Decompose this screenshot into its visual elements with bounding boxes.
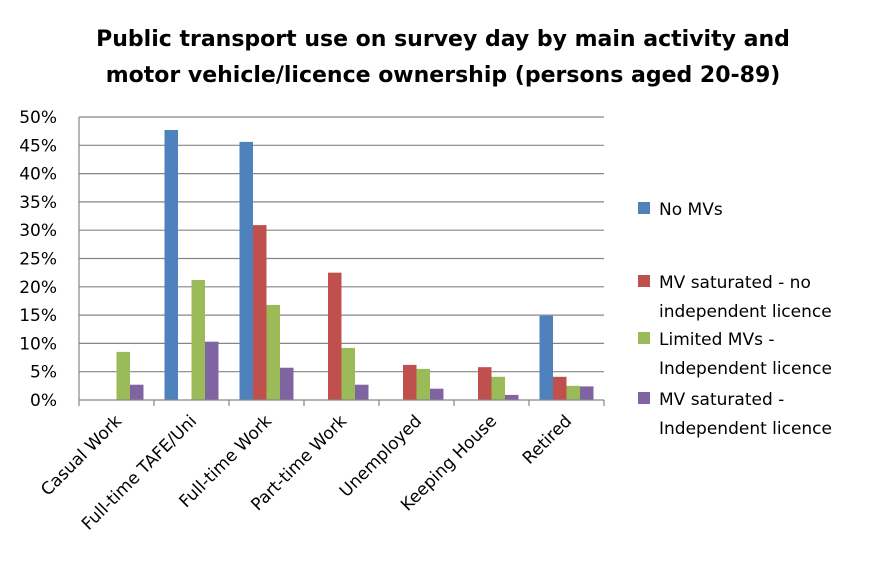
legend-swatch: [638, 332, 650, 344]
legend-label: independent licence: [659, 302, 832, 322]
bar: [580, 386, 594, 400]
legend-label: MV saturated -: [659, 390, 784, 410]
legend-label: Independent licence: [659, 359, 832, 379]
bar: [505, 394, 519, 400]
bar: [355, 384, 369, 400]
legend-item: MV saturated - no independent licence: [638, 273, 832, 322]
bar: [491, 376, 505, 400]
chart-title-line-2: motor vehicle/licence ownership (persons…: [106, 63, 781, 88]
chart-title: Public transport use on survey day by ma…: [96, 27, 790, 88]
chart-title-line-1: Public transport use on survey day by ma…: [96, 27, 790, 52]
bars: [116, 130, 594, 401]
bar: [266, 304, 280, 400]
y-tick-label: 25%: [19, 250, 57, 270]
bar: [566, 385, 580, 400]
bar: [280, 367, 294, 400]
legend-item: No MVs: [638, 200, 723, 220]
legend-item: Limited MVs - Independent licence: [638, 330, 832, 379]
legend-label: Independent licence: [659, 419, 832, 439]
legend-swatch: [638, 202, 650, 214]
bar: [416, 368, 430, 400]
y-tick-label: 35%: [19, 193, 57, 213]
bar: [430, 388, 444, 400]
legend-swatch: [638, 392, 650, 404]
bar: [205, 341, 219, 400]
bar: [191, 280, 205, 400]
bar: [253, 225, 267, 400]
y-tick-label: 5%: [30, 363, 57, 383]
y-tick-label: 40%: [19, 165, 57, 185]
legend-item: MV saturated - Independent licence: [638, 390, 832, 439]
x-tick-label: Retired: [519, 411, 576, 468]
bar: [539, 315, 553, 400]
legend-swatch: [638, 275, 650, 287]
legend-label: Limited MVs -: [659, 330, 775, 350]
bar: [478, 367, 492, 400]
y-tick-label: 15%: [19, 306, 57, 326]
y-tick-label: 10%: [19, 334, 57, 354]
bar: [164, 130, 178, 400]
y-tick-label: 0%: [30, 391, 57, 411]
legend: No MVs MV saturated - no independent licen…: [638, 200, 832, 439]
bar: [553, 376, 567, 400]
y-tick-label: 50%: [19, 108, 57, 128]
bar: [341, 347, 355, 400]
bar: [403, 364, 417, 400]
bar: [328, 272, 342, 400]
bar: [116, 351, 130, 400]
y-tick-label: 20%: [19, 278, 57, 298]
bar: [130, 384, 144, 400]
y-axis: 0% 5% 10% 15% 20% 25% 30% 35% 40% 45% 50%: [19, 108, 80, 411]
y-tick-label: 45%: [19, 136, 57, 156]
bar: [239, 141, 253, 401]
legend-label: No MVs: [659, 200, 723, 220]
legend-label: MV saturated - no: [659, 273, 811, 293]
y-tick-label: 30%: [19, 221, 57, 241]
